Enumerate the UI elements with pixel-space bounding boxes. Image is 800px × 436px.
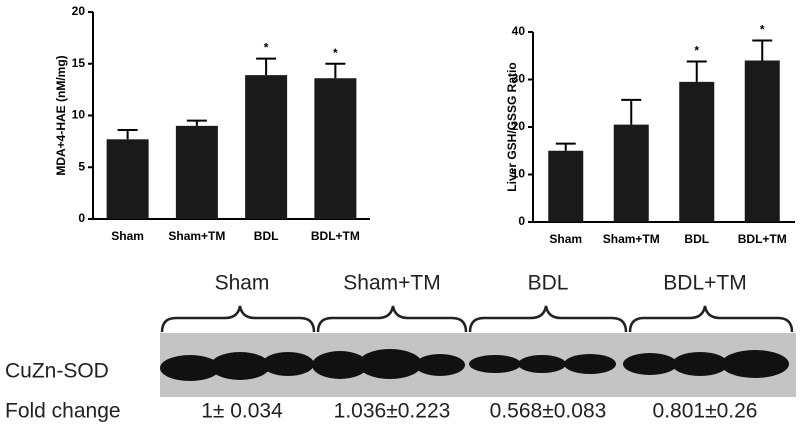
fold-change: 0.568±0.083 (490, 400, 607, 423)
x-tick-label: Sham+TM (603, 232, 660, 246)
bar (106, 139, 149, 219)
y-tick-label: 20 (72, 4, 86, 18)
x-tick-label: BDL (684, 232, 709, 246)
blot-image (160, 333, 796, 397)
y-tick-label: 20 (512, 119, 526, 133)
fold-change: 0.801±0.26 (653, 400, 758, 423)
group-label: BDL (528, 272, 569, 295)
x-tick-label: Sham (111, 229, 144, 243)
x-tick-label: Sham (549, 232, 582, 246)
y-axis-label: Liver GSH/GSSG Ratio (505, 62, 519, 191)
bar (314, 78, 357, 220)
group-label: BDL+TM (663, 272, 746, 295)
fold-label: Fold change (5, 400, 121, 423)
y-tick-label: 40 (512, 24, 526, 38)
group-label: Sham+TM (343, 272, 440, 295)
significance-mark: * (694, 44, 699, 58)
bar (679, 81, 715, 222)
group-label: Sham (215, 272, 270, 295)
y-tick-label: 10 (512, 167, 526, 181)
bar (744, 60, 780, 222)
significance-mark: * (333, 46, 338, 60)
bar (613, 124, 649, 222)
significance-mark: * (264, 41, 269, 55)
protein-label: CuZn-SOD (5, 360, 109, 383)
y-tick-label: 30 (512, 72, 526, 86)
y-axis-label: MDA+4-HAE (nM/mg) (54, 55, 68, 175)
fold-change: 1± 0.034 (201, 400, 283, 423)
x-tick-label: Sham+TM (168, 229, 225, 243)
x-tick-label: BDL+TM (738, 232, 787, 246)
y-tick-label: 0 (78, 211, 85, 225)
blot-braces (160, 305, 794, 333)
y-tick-label: 0 (518, 214, 525, 228)
y-tick-label: 15 (72, 56, 86, 70)
x-tick-label: BDL (254, 229, 279, 243)
bar (175, 125, 218, 219)
significance-mark: * (760, 23, 765, 37)
fold-change: 1.036±0.223 (334, 400, 451, 423)
y-tick-label: 5 (78, 159, 85, 173)
bar (548, 150, 584, 222)
y-tick-label: 10 (72, 108, 86, 122)
x-tick-label: BDL+TM (311, 229, 360, 243)
bar (245, 75, 288, 219)
